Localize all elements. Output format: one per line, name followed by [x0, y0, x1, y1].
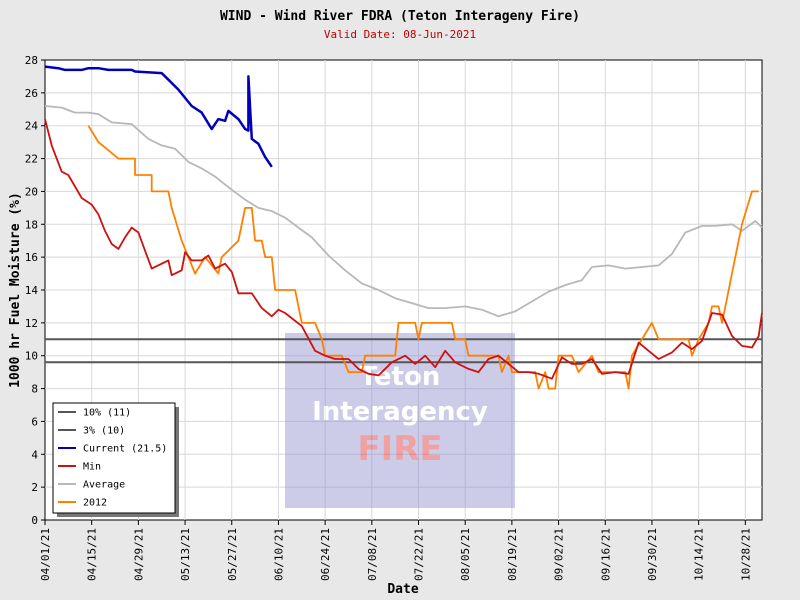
y-tick-label: 8 — [31, 383, 38, 396]
legend-label: 10% (11) — [83, 408, 131, 419]
y-tick-label: 2 — [31, 481, 38, 494]
series-line — [44, 65, 273, 168]
x-tick-label: 10/28/21 — [739, 528, 752, 581]
y-tick-label: 16 — [25, 251, 38, 264]
y-tick-label: 24 — [25, 120, 39, 133]
watermark-line3: FIRE — [357, 429, 442, 469]
legend-label: Current (21.5) — [83, 444, 167, 455]
y-tick-label: 4 — [31, 448, 38, 461]
x-tick-label: 04/15/21 — [86, 528, 99, 581]
y-axis-label: 1000 hr Fuel Moisture (%) — [8, 192, 23, 388]
x-tick-label: 06/24/21 — [319, 528, 332, 581]
watermark-line2: Interagency — [312, 397, 488, 427]
y-tick-label: 12 — [25, 317, 38, 330]
watermark-line1: Teton — [360, 362, 441, 392]
x-tick-label: 04/29/21 — [132, 528, 145, 581]
x-axis-ticks: 04/01/21 04/15/21 04/29/21 05/13/21 05/27/21… — [39, 520, 752, 581]
y-tick-label: 0 — [31, 514, 38, 527]
legend-label: Average — [83, 480, 125, 491]
legend-label: 2012 — [83, 498, 107, 509]
series-lines — [44, 65, 763, 390]
x-tick-label: 09/30/21 — [646, 528, 659, 581]
x-tick-label: 05/27/21 — [226, 528, 239, 581]
chart-title: WIND - Wind River FDRA (Teton Interageny… — [220, 9, 580, 24]
y-tick-label: 28 — [25, 54, 38, 67]
x-tick-label: 06/10/21 — [272, 528, 285, 581]
x-tick-label: 09/16/21 — [599, 528, 612, 581]
x-tick-label: 07/08/21 — [366, 528, 379, 581]
legend-label: 3% (10) — [83, 426, 125, 437]
x-axis-label: Date — [387, 582, 418, 597]
x-tick-label: 04/01/21 — [39, 528, 52, 581]
legend-box — [52, 402, 176, 514]
y-tick-label: 20 — [25, 185, 38, 198]
y-tick-label: 26 — [25, 87, 38, 100]
x-tick-label: 05/13/21 — [179, 528, 192, 581]
legend: 10% (11) 3% (10) Current (21.5) Min Average 2… — [52, 402, 179, 517]
legend-label: Min — [83, 462, 101, 473]
y-tick-label: 6 — [31, 415, 38, 428]
y-tick-label: 14 — [25, 284, 39, 297]
series-line — [44, 105, 763, 318]
x-tick-label: 08/19/21 — [506, 528, 519, 581]
y-tick-label: 18 — [25, 218, 38, 231]
series-line — [44, 118, 763, 380]
x-tick-label: 07/22/21 — [413, 528, 426, 581]
y-tick-label: 10 — [25, 350, 38, 363]
x-tick-label: 10/14/21 — [693, 528, 706, 581]
x-tick-label: 08/05/21 — [459, 528, 472, 581]
x-tick-label: 09/02/21 — [553, 528, 566, 581]
chart-subtitle: Valid Date: 08-Jun-2021 — [324, 28, 476, 41]
y-tick-label: 22 — [25, 153, 38, 166]
